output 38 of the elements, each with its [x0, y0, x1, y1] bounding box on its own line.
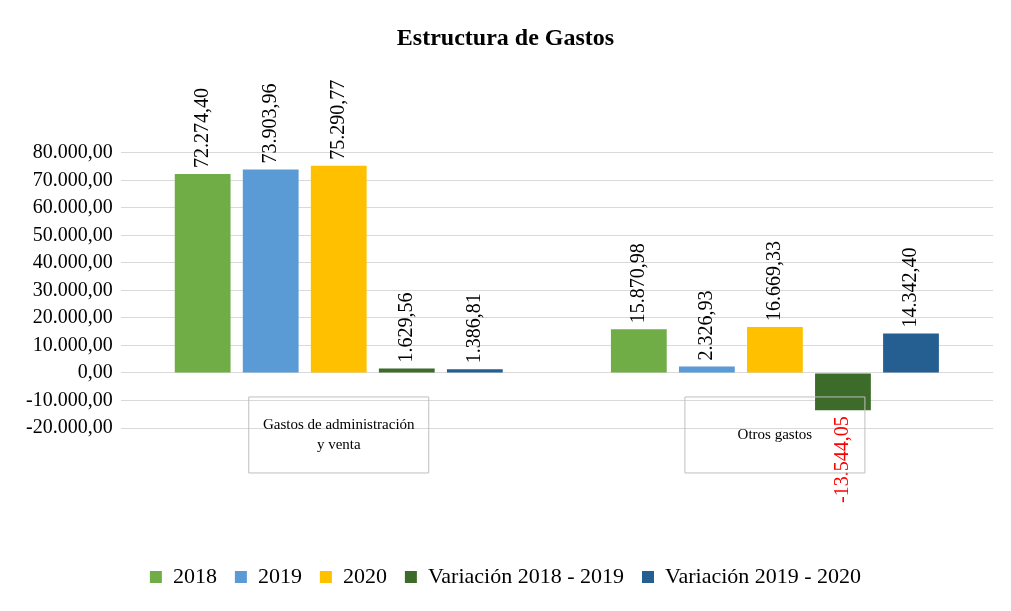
data-label: 1.386,81	[462, 293, 485, 364]
y-tick-label: -10.000,00	[25, 387, 113, 410]
bar	[174, 174, 231, 373]
legend-label: Variación 2019 - 2020	[665, 562, 862, 588]
bar	[446, 369, 503, 373]
y-tick-label: 10.000,00	[32, 332, 113, 355]
legend-label: 2019	[257, 562, 302, 588]
y-tick-label: 30.000,00	[32, 277, 113, 300]
data-label: 16.669,33	[762, 241, 785, 322]
data-label: 72.274,40	[189, 88, 212, 169]
y-tick-label: 50.000,00	[32, 222, 113, 245]
y-tick-label: 80.000,00	[32, 140, 113, 163]
data-label: 1.629,56	[394, 292, 417, 363]
y-tick-label: 0,00	[77, 360, 113, 383]
bar	[310, 165, 367, 373]
bar	[747, 327, 803, 373]
data-label: 75.290,77	[326, 79, 348, 160]
y-tick-label: 70.000,00	[32, 167, 113, 190]
y-tick-label: 40.000,00	[32, 250, 113, 273]
x-tick-label: Gastos de administración y venta	[262, 415, 416, 452]
y-tick-label: 60.000,00	[32, 195, 113, 218]
legend-label: 2020	[342, 562, 387, 588]
legend-label: 2018	[172, 562, 217, 588]
bar	[815, 373, 871, 411]
bar	[378, 368, 435, 373]
data-label: 14.342,40	[898, 247, 921, 328]
bar	[610, 329, 667, 373]
bar	[883, 333, 939, 373]
legend-label: Variación 2018 - 2019	[427, 562, 624, 588]
bar	[242, 169, 299, 373]
data-label: 2.326,93	[694, 290, 717, 361]
data-label: 15.870,98	[626, 243, 649, 324]
data-label: 73.903,96	[257, 83, 280, 164]
data-label: -13.544,05	[830, 416, 853, 503]
y-tick-label: 20.000,00	[32, 305, 113, 328]
y-tick-label: -20.000,00	[25, 415, 113, 438]
x-tick-label: Otros gastos	[737, 425, 813, 442]
chart-title: Estructura de Gastos	[396, 23, 615, 50]
